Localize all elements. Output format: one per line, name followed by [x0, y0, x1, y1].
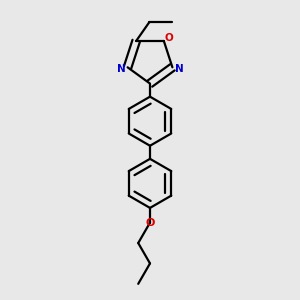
Text: O: O — [145, 218, 155, 228]
Text: N: N — [117, 64, 125, 74]
Text: N: N — [175, 64, 183, 74]
Text: O: O — [165, 33, 173, 43]
